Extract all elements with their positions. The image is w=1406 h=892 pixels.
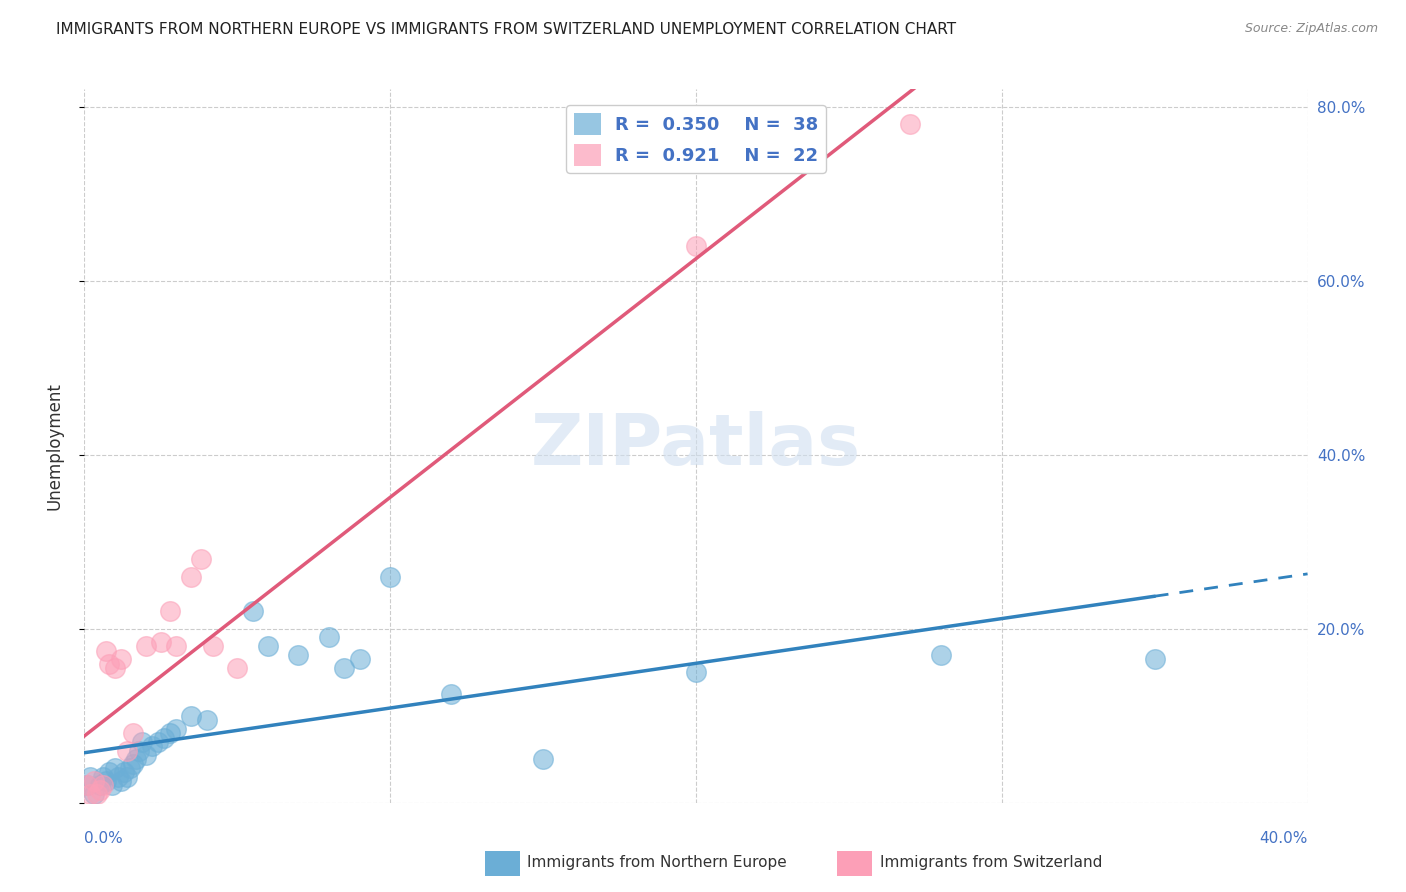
Point (898, 117, 921, 131)
Point (685, 239, 707, 253)
Point (110, 774, 132, 789)
Point (89, 778, 111, 792)
Point (128, 743, 150, 757)
Point (86, 787, 108, 801)
Point (91, 778, 114, 792)
Point (89, 782, 111, 797)
Point (287, 648, 309, 662)
Point (149, 635, 172, 649)
Point (97, 765, 120, 780)
Text: Immigrants from Switzerland: Immigrants from Switzerland (880, 855, 1102, 870)
Point (135, 747, 157, 762)
Point (131, 735, 153, 749)
Point (91, 770, 114, 784)
Point (685, 665, 707, 680)
Point (180, 708, 202, 723)
Point (242, 604, 264, 618)
Point (112, 765, 135, 780)
Point (122, 756, 145, 771)
Point (107, 770, 129, 784)
Point (226, 661, 249, 675)
Point (120, 761, 142, 775)
Text: 40.0%: 40.0% (1260, 831, 1308, 847)
Point (380, 569, 402, 583)
Text: 0.0%: 0.0% (84, 831, 124, 847)
Point (440, 687, 463, 701)
Point (122, 726, 145, 740)
Point (79, 770, 101, 784)
Point (165, 722, 187, 736)
Point (76, 778, 98, 792)
Text: Immigrants from Northern Europe: Immigrants from Northern Europe (527, 855, 787, 870)
Text: IMMIGRANTS FROM NORTHERN EUROPE VS IMMIGRANTS FROM SWITZERLAND UNEMPLOYMENT CORR: IMMIGRANTS FROM NORTHERN EUROPE VS IMMIG… (56, 22, 956, 37)
Point (79, 787, 101, 801)
Point (318, 631, 340, 645)
Point (195, 713, 218, 727)
Point (153, 731, 176, 745)
Legend: R =  0.350    N =  38, R =  0.921    N =  22: R = 0.350 N = 38, R = 0.921 N = 22 (567, 105, 825, 173)
Point (83, 787, 105, 801)
Point (104, 661, 127, 675)
Point (190, 552, 212, 566)
Text: ZIPatlas: ZIPatlas (531, 411, 860, 481)
Point (201, 639, 224, 653)
Point (1143, 652, 1166, 666)
Point (349, 652, 371, 666)
Point (165, 639, 187, 653)
Point (115, 743, 138, 757)
Point (146, 735, 169, 749)
Point (94, 643, 117, 657)
Point (110, 652, 132, 666)
Point (333, 661, 356, 675)
Point (97, 657, 120, 671)
Point (135, 639, 157, 653)
Point (531, 752, 554, 766)
Point (929, 648, 952, 662)
Text: Source: ZipAtlas.com: Source: ZipAtlas.com (1244, 22, 1378, 36)
Point (101, 778, 124, 792)
Point (83, 774, 105, 789)
Point (104, 761, 127, 775)
Point (76, 778, 98, 792)
Point (257, 639, 280, 653)
Point (180, 569, 202, 583)
Point (115, 770, 138, 784)
Point (94, 774, 117, 789)
Y-axis label: Unemployment: Unemployment (45, 382, 63, 510)
Point (159, 604, 181, 618)
Point (141, 739, 163, 754)
Point (159, 726, 181, 740)
Point (125, 752, 148, 766)
